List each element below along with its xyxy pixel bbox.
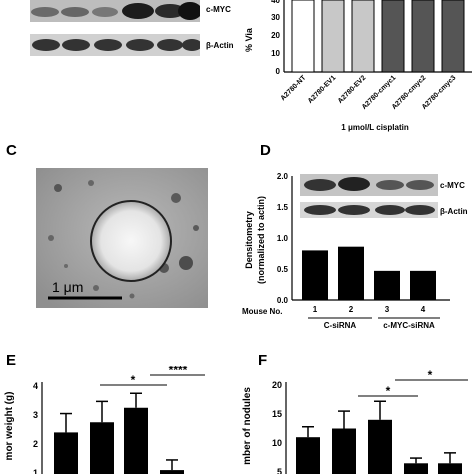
panel-f-bar: [332, 428, 356, 474]
panel-d-group1: C-siRNA: [324, 321, 357, 330]
panel-b-yticks: 40 30 20 10 0: [271, 0, 280, 76]
panel-e-bar: [90, 422, 114, 474]
panel-d-ytick: 0.5: [277, 265, 289, 274]
panel-d-mouse-num: 3: [385, 305, 390, 314]
panel-e-bar: [54, 432, 78, 474]
panel-e-sig2: ****: [169, 366, 188, 377]
panel-d-myc-label: c-MYC: [440, 181, 465, 190]
panel-b-xtick: A2780-EV1: [307, 74, 338, 105]
panel-f-ytick: 5: [277, 467, 282, 474]
panel-d-bar: [374, 270, 400, 300]
panel-f-bar: [368, 419, 392, 474]
panel-b-ytick: 40: [271, 0, 280, 5]
panel-b-bar: [411, 0, 435, 73]
panel-d-ytick: 1.5: [277, 203, 289, 212]
panel-label-c: C: [6, 142, 17, 159]
panel-d-mouse-num: 4: [421, 305, 426, 314]
panel-d-ytick: 1.0: [277, 234, 289, 243]
panel-a-actin-label: β-Actin: [206, 41, 234, 50]
panel-d-mouse-num: 2: [349, 305, 354, 314]
panel-b-bar: [321, 0, 345, 73]
panel-f-sig2: *: [428, 368, 433, 382]
panel-d-bar: [302, 250, 328, 300]
panel-b-ylabel: % Via: [244, 27, 254, 52]
panel-e-yticks: 4 3 2 1: [33, 381, 38, 474]
panel-a-myc-blot: [30, 0, 202, 22]
panel-d-chart: Densitometry (normalized to actin) 2.0 1…: [242, 172, 468, 330]
panel-f-ytick: 15: [272, 409, 282, 419]
panel-e-bar: [160, 470, 184, 474]
panel-b-chart: % Via 40 30 20 10 0 A2780-NT A2780-EV1 A27…: [244, 0, 472, 132]
panel-b-ytick: 30: [271, 13, 280, 22]
panel-b-ytick: 20: [271, 31, 280, 40]
panel-d-mouse-num: 1: [313, 305, 318, 314]
panel-b-condition-label: 1 μmol/L cisplatin: [341, 123, 409, 132]
panel-f-ylabel: mber of nodules: [242, 387, 253, 465]
panel-b-xtick: A2780-EV2: [337, 74, 368, 105]
panel-f-sig1: *: [386, 384, 391, 398]
panel-f-ytick: 20: [272, 380, 282, 390]
panel-f-chart: mber of nodules 20 15 10 5 * *: [242, 368, 468, 474]
panel-d-ytick: 2.0: [277, 172, 289, 181]
panel-d-actin-label: β-Actin: [440, 207, 468, 216]
panel-f-yticks: 20 15 10 5: [272, 380, 282, 474]
panel-e-sig1: *: [131, 373, 136, 387]
panel-e-ylabel: mor weight (g): [4, 392, 15, 461]
panel-e-ytick: 1: [33, 468, 38, 474]
panel-d-yticks: 2.0 1.5 1.0 0.5 0.0: [277, 172, 289, 305]
panel-e-ytick: 4: [33, 381, 38, 391]
panel-label-d: D: [260, 142, 271, 159]
panel-d-group2: c-MYC-siRNA: [383, 321, 435, 330]
panel-b-bar: [351, 0, 375, 73]
panel-d-bar: [410, 270, 436, 300]
panel-b-bar: [381, 0, 405, 73]
myc-bands: [31, 2, 202, 20]
panel-f-bar: [438, 463, 462, 474]
panel-f-bar: [404, 463, 428, 474]
panel-b-ytick: 10: [271, 49, 280, 58]
panel-d-ylabel-line2: (normalized to actin): [256, 196, 266, 284]
vesicle: [90, 200, 172, 282]
panel-b-bar: [291, 0, 315, 73]
panel-e-ytick: 3: [33, 410, 38, 420]
panel-d-ytick: 0.0: [277, 296, 289, 305]
panel-c-micrograph: 1 μm: [36, 168, 208, 308]
panel-e-chart: mor weight (g) 4 3 2 1 * ****: [4, 366, 205, 474]
panel-a-myc-label: c-MYC: [206, 5, 231, 14]
panel-b-ytick: 0: [276, 67, 281, 76]
panel-d-bar: [338, 246, 364, 300]
panel-d-ylabel-line1: Densitometry: [244, 211, 254, 269]
panel-a-actin-blot: [30, 34, 202, 56]
panel-d-mouse-label: Mouse No.: [242, 307, 282, 316]
scale-label: 1 μm: [52, 279, 83, 295]
panel-f-ytick: 10: [272, 438, 282, 448]
panel-e-ytick: 2: [33, 439, 38, 449]
panel-e-bar: [124, 407, 148, 474]
panel-label-f: F: [258, 352, 268, 369]
panel-b-bar: [441, 0, 465, 73]
panel-f-bar: [296, 437, 320, 474]
panel-label-e: E: [6, 352, 17, 369]
panel-b-xtick: A2780-NT: [280, 74, 308, 102]
actin-bands: [32, 39, 202, 51]
